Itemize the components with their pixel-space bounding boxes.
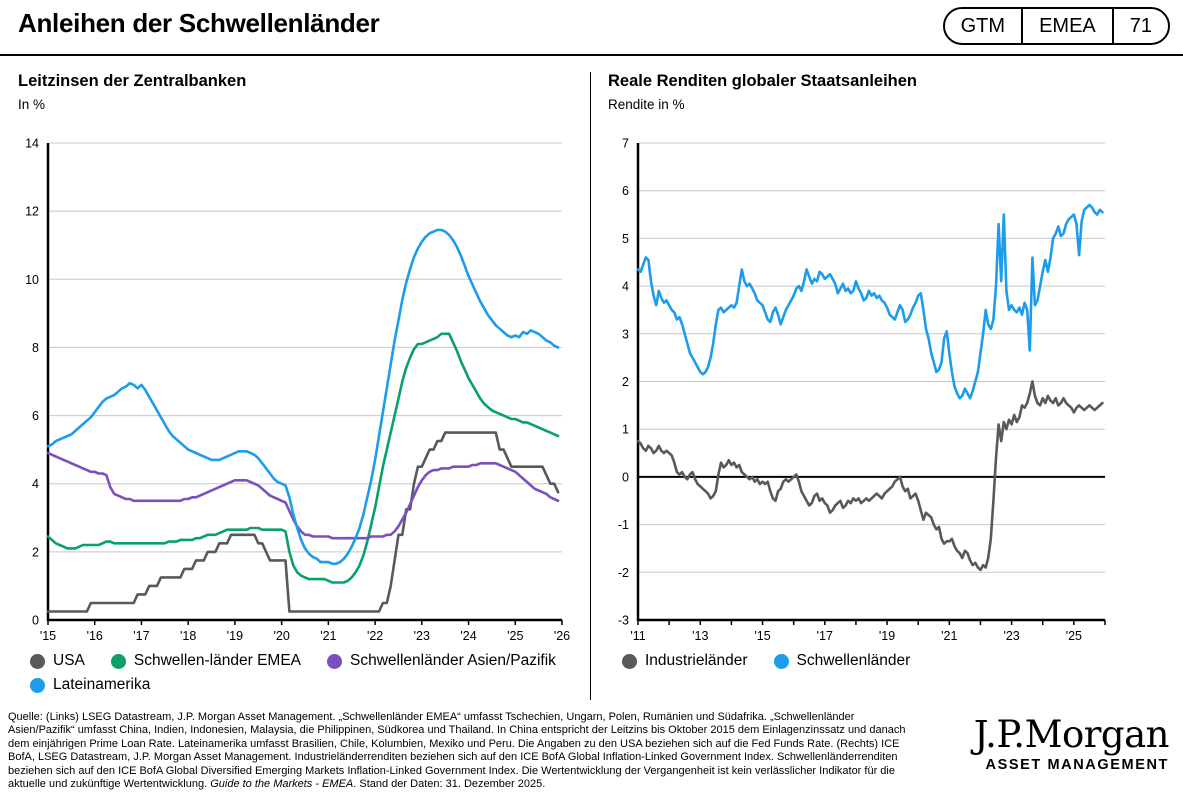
legend-label: USA <box>53 652 85 669</box>
y-axis-tick-label: 14 <box>25 137 39 151</box>
series-line <box>636 380 1104 572</box>
badge-page-number: 71 <box>1111 9 1168 43</box>
legend-item: Schwellenländer <box>773 652 911 670</box>
footer-line: aktuelle und zukünftige Wertentwicklung.… <box>8 778 960 791</box>
y-axis-tick-label: 12 <box>25 205 39 219</box>
x-axis-tick-label: '15 <box>754 629 770 643</box>
real-yields-chart: -3 -2 -1 0 1 2 3 4 5 6 7 '11 '13 '15 '17 '19 '21 '23 '25 <box>618 137 1106 643</box>
x-axis-tick-label: '22 <box>367 629 383 643</box>
y-axis-tick-label: 4 <box>32 477 39 491</box>
y-axis-tick-label: 0 <box>32 614 39 628</box>
legend-dot <box>110 653 126 669</box>
footer-line: BofA, LSEG Datastream, J.P. Morgan Asset… <box>8 751 898 764</box>
x-axis-tick-label: '23 <box>414 629 430 643</box>
footer-italic-title: Guide to the Markets - EMEA <box>210 778 354 791</box>
page-title: Anleihen der Schwellenländer <box>18 8 380 38</box>
legend-dot <box>30 653 45 669</box>
y-axis-tick-label: 7 <box>622 137 629 151</box>
badge-book: GTM <box>960 14 1006 37</box>
x-axis-tick-label: '26 <box>554 629 570 643</box>
gtm-badge: GTM EMEA 71 <box>942 7 1170 45</box>
footer-text: . Stand der Daten: 31. Dezember 2025. <box>353 778 546 791</box>
legend-item: USA <box>30 652 85 670</box>
x-axis-tick-label: '13 <box>692 629 708 643</box>
x-axis-tick-label: '21 <box>320 629 336 643</box>
right-chart-legend: Industrieländer Schwellenländer <box>622 652 1182 670</box>
legend-label: Schwellen-länder EMEA <box>133 652 302 669</box>
series-line <box>636 203 1104 400</box>
badge-region: EMEA <box>1021 9 1112 43</box>
legend-label: Schwellenländer <box>796 652 911 669</box>
legend-item: Industrieländer <box>622 652 748 670</box>
series-line <box>46 332 560 584</box>
y-axis-tick-label: -2 <box>618 566 629 580</box>
series-line <box>46 431 560 613</box>
left-chart-legend: USA Schwellen-länder EMEA Schwellenländer … <box>30 652 595 694</box>
y-axis-tick-label: 3 <box>622 327 629 341</box>
right-chart-title: Reale Renditen globaler Staatsanleihen <box>608 72 918 90</box>
y-axis-tick-label: 0 <box>622 470 629 484</box>
x-axis-tick-label: '19 <box>227 629 243 643</box>
footer-text: aktuelle und zukünftige Wertentwicklung. <box>8 778 211 791</box>
x-axis-tick-label: '23 <box>1003 629 1019 643</box>
legend-item: Schwellen-länder EMEA <box>110 652 302 670</box>
legend-label: Schwellenländer Asien/Pazifik <box>350 652 556 669</box>
footer-line: Quelle: (Links) LSEG Datastream, J.P. Mo… <box>8 711 855 723</box>
x-axis-tick-label: '15 <box>40 629 56 643</box>
left-chart-title: Leitzinsen der Zentralbanken <box>18 72 247 90</box>
jpmorgan-wordmark: J.P.Morgan <box>973 713 1170 756</box>
x-axis-tick-label: '20 <box>273 629 289 643</box>
x-axis-tick-label: '17 <box>817 629 833 643</box>
x-axis-tick-label: '16 <box>87 629 103 643</box>
jpmorgan-logo: J.P.Morgan ASSET MANAGEMENT <box>973 713 1170 774</box>
legend-dot <box>327 653 343 669</box>
legend-item: Schwellenländer Asien/Pazifik <box>327 652 556 670</box>
y-axis-tick-label: 6 <box>32 409 39 423</box>
legend-label: Lateinamerika <box>53 676 151 693</box>
footer-lines: Quelle: (Links) LSEG Datastream, J.P. Mo… <box>8 711 960 778</box>
y-axis-tick-label: 2 <box>32 545 39 559</box>
legend-label: Industrieländer <box>645 652 748 669</box>
x-axis-tick-label: '21 <box>941 629 957 643</box>
series-line <box>46 228 560 566</box>
left-chart-subtitle: In % <box>18 97 46 112</box>
asset-management-label: ASSET MANAGEMENT <box>985 757 1169 773</box>
panel-divider <box>590 72 591 700</box>
right-chart-subtitle: Rendite in % <box>608 97 685 112</box>
y-axis-tick-label: -1 <box>618 518 629 532</box>
legend-dot <box>622 653 637 669</box>
legend-dot <box>30 677 45 693</box>
y-axis-tick-label: 4 <box>622 280 629 294</box>
x-axis-tick-label: '17 <box>133 629 149 643</box>
x-axis-tick-label: '11 <box>630 629 645 643</box>
legend-item: Lateinamerika <box>30 676 150 694</box>
x-axis-tick-label: '18 <box>180 629 196 643</box>
footer-line: dem einjährigen Prime Loan Rate. Lateina… <box>8 737 900 750</box>
y-axis-tick-label: 10 <box>25 273 39 287</box>
footer-line: beziehen sich auf den ICE BofA Global Di… <box>8 764 895 777</box>
y-axis-tick-label: 2 <box>622 375 629 389</box>
y-axis-tick-label: 5 <box>622 232 629 246</box>
y-axis-tick-label: 1 <box>622 423 629 437</box>
source-footnote: Quelle: (Links) LSEG Datastream, J.P. Mo… <box>8 711 960 791</box>
x-axis-tick-label: '24 <box>460 629 476 643</box>
y-axis-tick-label: 8 <box>32 341 39 355</box>
x-axis-tick-label: '25 <box>507 629 523 643</box>
y-axis-tick-label: -3 <box>618 614 629 628</box>
header-divider <box>0 54 1183 56</box>
y-axis-tick-label: 6 <box>622 184 629 198</box>
series-line <box>46 451 560 540</box>
footer-line: Asien/Pazifik“ umfasst China, Indien, In… <box>8 724 906 737</box>
x-axis-tick-label: '25 <box>1066 629 1082 643</box>
x-axis-tick-label: '19 <box>879 629 895 643</box>
policy-rates-chart: 0 2 4 6 8 10 12 14 '15 '16 '17 '18 '19 '20 '21 '22 '23 '2… <box>25 137 570 644</box>
legend-dot <box>773 653 789 669</box>
